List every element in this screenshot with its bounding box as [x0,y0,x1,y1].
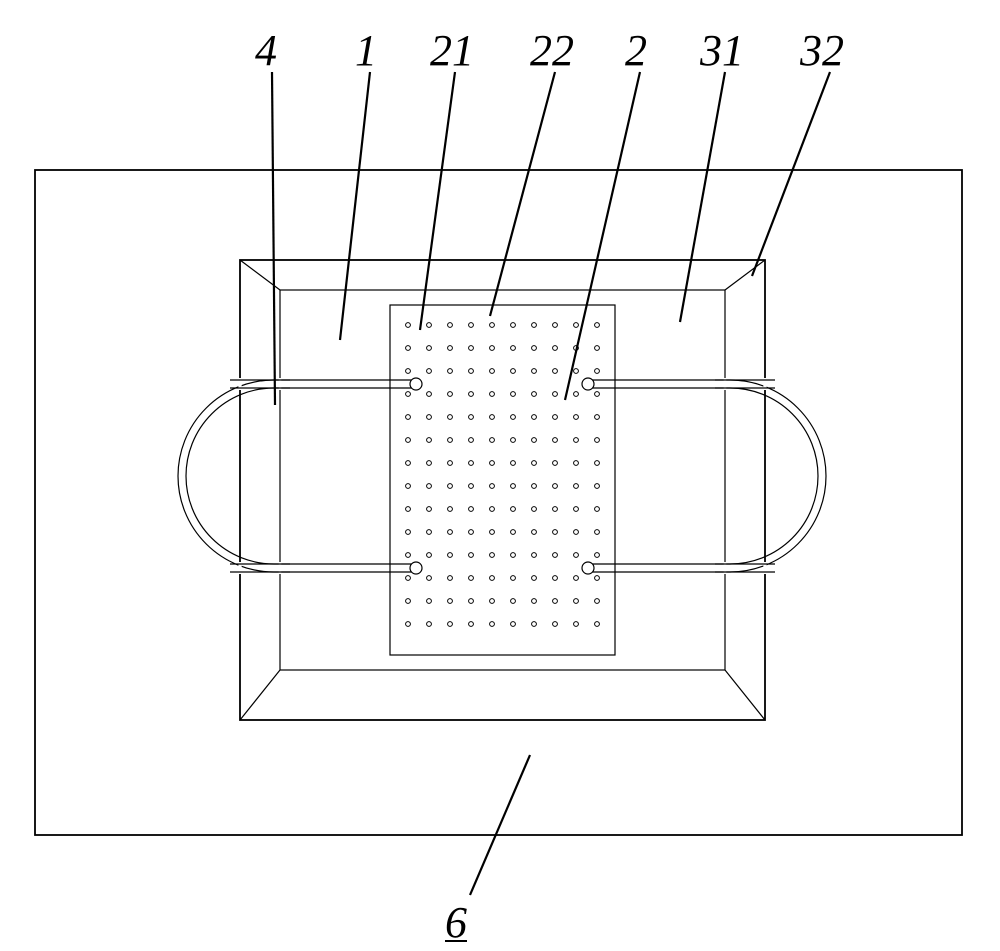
label-31: 31 [699,26,744,75]
label-6: 6 [445,898,467,947]
label-32: 32 [799,26,844,75]
canvas-bg [0,0,1000,951]
technical-diagram: 412122231326 [0,0,1000,951]
handle-right-eyelet [582,378,594,390]
label-4: 4 [255,26,277,75]
label-1: 1 [355,26,377,75]
handle-left-eyelet [410,562,422,574]
label-22: 22 [530,26,574,75]
handle-right-eyelet [582,562,594,574]
label-2: 2 [625,26,647,75]
handle-left-eyelet [410,378,422,390]
label-21: 21 [430,26,474,75]
